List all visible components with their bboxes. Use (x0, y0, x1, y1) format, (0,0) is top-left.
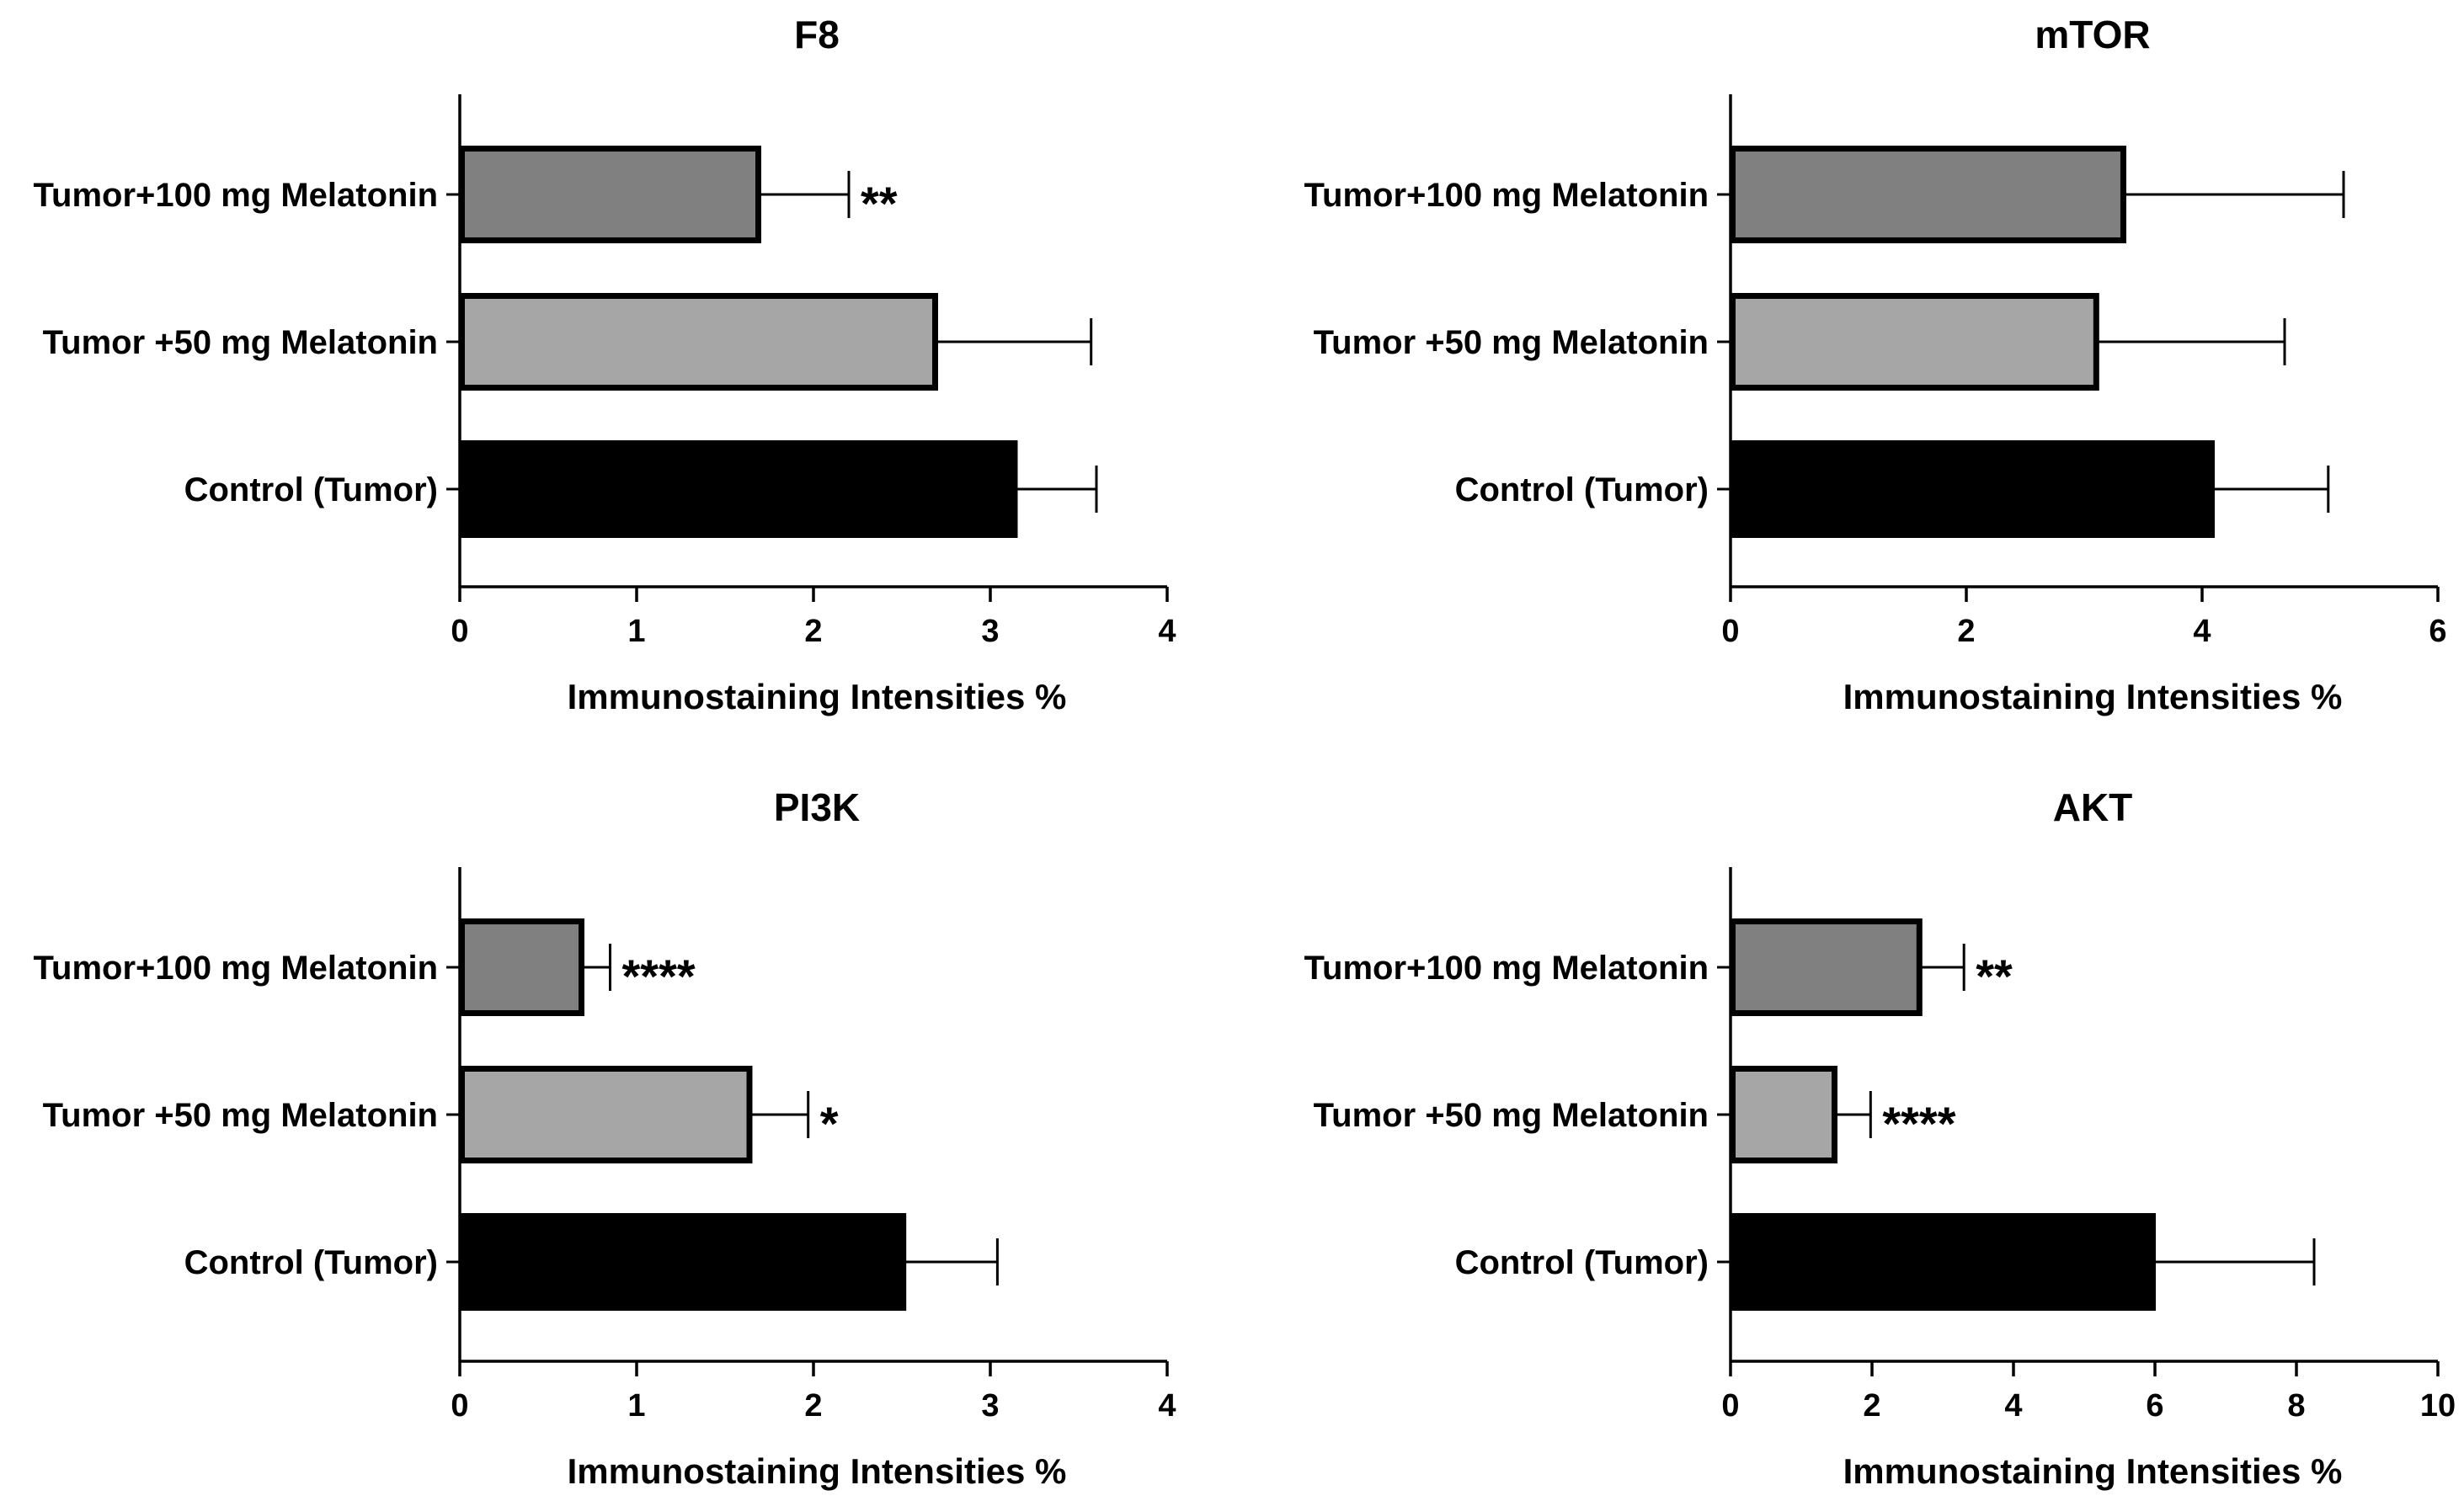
x-tick-label: 10 (2420, 1388, 2456, 1424)
chart-f8: F8 Tumor+100 mg Melatonin ** Tumor +50 mg M… (34, 13, 1176, 716)
x-tick-label: 1 (627, 614, 645, 649)
x-tick-label: 2 (1863, 1388, 1880, 1424)
x-tick-label: 4 (1158, 1388, 1176, 1424)
x-tick-label: 3 (981, 614, 999, 649)
y-tick-label: Tumor+100 mg Melatonin (1304, 950, 1709, 987)
x-tick-label: 0 (451, 614, 468, 649)
bar (459, 1066, 753, 1163)
y-tick-label: Tumor +50 mg Melatonin (1314, 1097, 1709, 1134)
bar (459, 918, 584, 1016)
y-tick-label: Tumor +50 mg Melatonin (43, 324, 438, 361)
bar (1730, 293, 2099, 391)
significance-marker: ** (1976, 950, 2013, 1003)
significance-marker: * (820, 1097, 839, 1150)
chart-akt: AKT Tumor+100 mg Melatonin ** Tumor +50 mg … (1304, 785, 2456, 1491)
y-tick-label: Tumor +50 mg Melatonin (1314, 324, 1709, 361)
x-tick-label: 6 (2429, 614, 2446, 649)
bar (459, 1213, 907, 1311)
x-tick-label: 0 (451, 1388, 468, 1424)
x-axis-label: Immunostaining Intensities % (568, 1451, 1067, 1491)
y-tick-label: Tumor+100 mg Melatonin (34, 950, 438, 987)
y-tick-label: Tumor +50 mg Melatonin (43, 1097, 438, 1134)
bar (459, 146, 761, 243)
x-axis-label: Immunostaining Intensities % (1843, 677, 2343, 716)
x-tick-label: 4 (2193, 614, 2211, 649)
bar (1730, 918, 1923, 1016)
chart-title: mTOR (2035, 13, 2150, 56)
x-tick-label: 8 (2287, 1388, 2305, 1424)
significance-marker: **** (1882, 1097, 1955, 1150)
chart-pi3k: PI3K Tumor+100 mg Melatonin **** Tumor +50 … (34, 785, 1176, 1491)
bar (1730, 1213, 2156, 1311)
significance-marker: **** (622, 950, 696, 1003)
y-tick-label: Tumor+100 mg Melatonin (1304, 177, 1709, 214)
significance-marker: ** (861, 177, 898, 230)
x-tick-label: 4 (1158, 614, 1176, 649)
chart-title: F8 (794, 13, 840, 56)
x-tick-label: 2 (804, 1388, 822, 1424)
x-tick-label: 0 (1721, 1388, 1739, 1424)
y-tick-label: Control (Tumor) (1455, 1244, 1709, 1281)
bar (459, 440, 1018, 538)
chart-title: AKT (2053, 785, 2133, 829)
x-axis-label: Immunostaining Intensities % (1843, 1451, 2343, 1491)
x-tick-label: 2 (1957, 614, 1975, 649)
x-tick-label: 2 (804, 614, 822, 649)
x-tick-label: 6 (2146, 1388, 2163, 1424)
y-tick-label: Control (Tumor) (184, 1244, 438, 1281)
bar (1730, 1066, 1837, 1163)
chart-title: PI3K (774, 785, 860, 829)
bar (1730, 146, 2126, 243)
x-tick-label: 3 (981, 1388, 999, 1424)
x-axis-label: Immunostaining Intensities % (568, 677, 1067, 716)
y-tick-label: Control (Tumor) (184, 471, 438, 508)
x-tick-label: 4 (2004, 1388, 2022, 1424)
y-tick-label: Tumor+100 mg Melatonin (34, 177, 438, 214)
x-tick-label: 0 (1721, 614, 1739, 649)
x-tick-label: 1 (627, 1388, 645, 1424)
bar (1730, 440, 2215, 538)
bar (459, 293, 938, 391)
chart-mtor: mTOR Tumor+100 mg Melatonin Tumor +50 mg M… (1304, 13, 2447, 716)
y-tick-label: Control (Tumor) (1455, 471, 1709, 508)
